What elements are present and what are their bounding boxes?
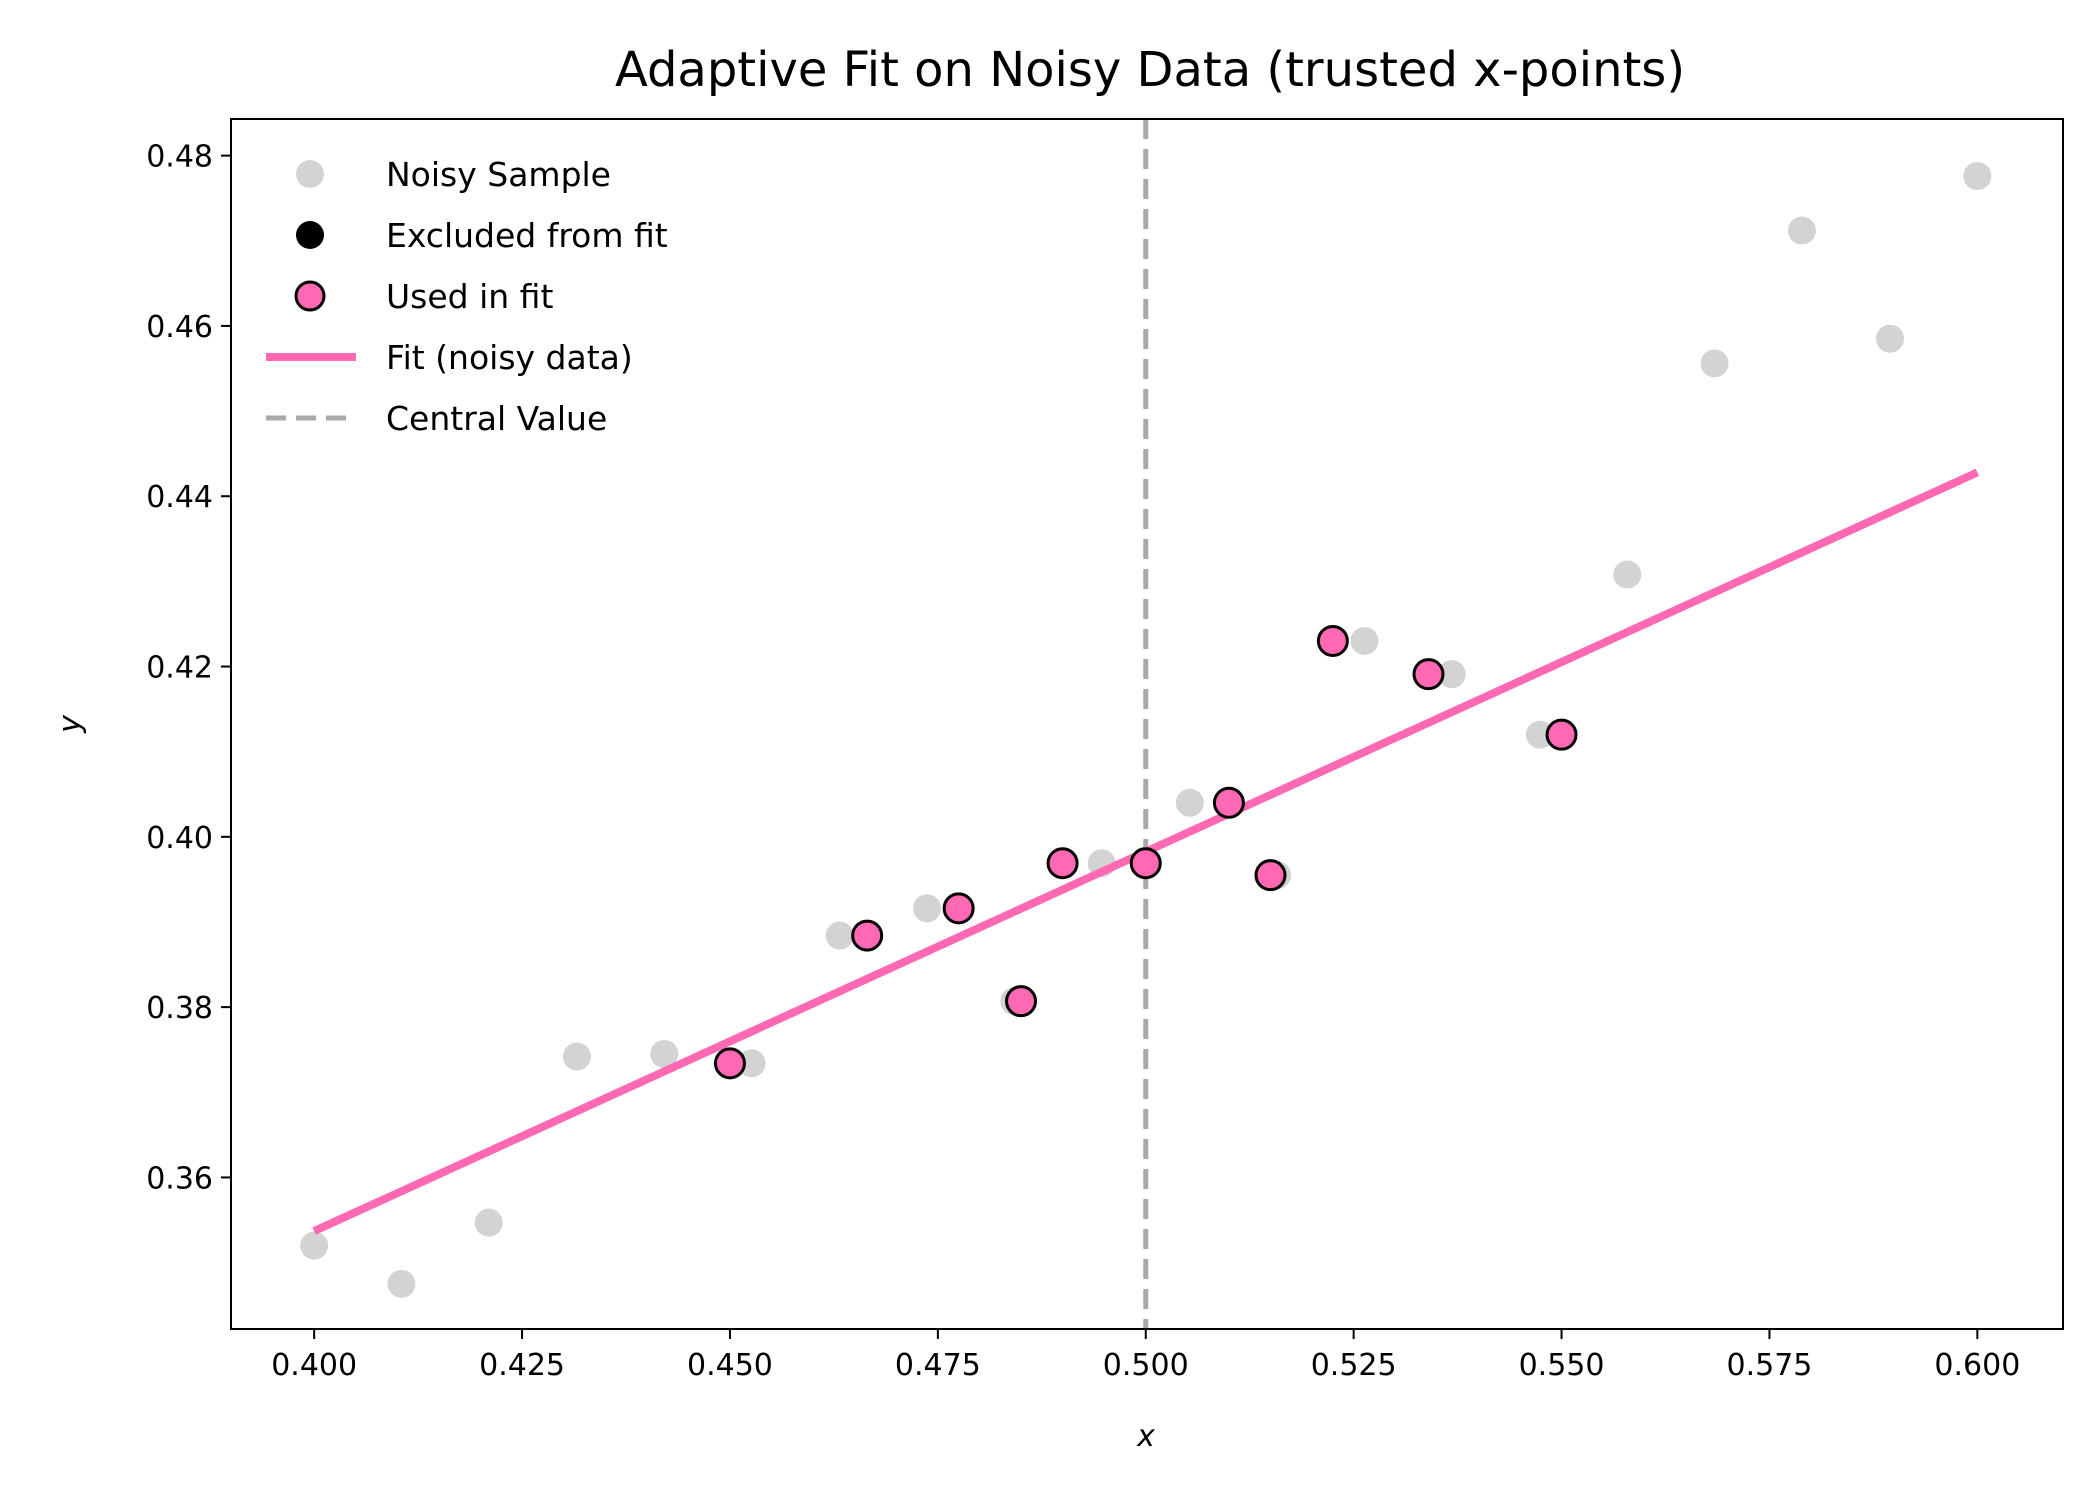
legend-label: Noisy Sample (386, 155, 611, 194)
used-in-fit-point (713, 1047, 746, 1080)
y-tick-label: 0.38 (146, 991, 213, 1026)
y-tick-label: 0.46 (146, 310, 213, 345)
legend: Noisy Sample Excluded from fit Used in fit… (266, 155, 668, 438)
noisy-sample-point (1787, 216, 1816, 245)
noisy-sample-point (387, 1269, 416, 1298)
used-in-fit-point (1412, 658, 1445, 691)
x-axis-label: x (1136, 1419, 1155, 1454)
used-in-fit-point (942, 892, 975, 925)
x-tick-label: 0.550 (1519, 1348, 1605, 1383)
noisy-sample-point (1963, 162, 1992, 191)
x-axis: 0.400 0.425 0.450 0.475 0.500 0.525 0.550 0.575… (271, 1329, 2020, 1383)
y-tick-label: 0.44 (146, 480, 213, 515)
x-tick-label: 0.450 (687, 1348, 773, 1383)
chart-title: Adaptive Fit on Noisy Data (trusted x-po… (615, 42, 1685, 98)
x-tick-label: 0.575 (1727, 1348, 1813, 1383)
x-tick-label: 0.400 (271, 1348, 357, 1383)
y-axis-label: y (53, 714, 88, 734)
used-in-fit-point (851, 919, 884, 952)
x-tick-label: 0.475 (895, 1348, 981, 1383)
plot-area (300, 119, 1992, 1329)
noisy-sample-point (737, 1049, 766, 1078)
legend-label: Excluded from fit (386, 216, 668, 255)
y-tick-label: 0.36 (146, 1161, 213, 1196)
used-in-fit-point (1129, 847, 1162, 880)
y-axis: 0.36 0.38 0.40 0.42 0.44 0.46 0.48 (146, 140, 231, 1196)
used-in-fit-point (1046, 847, 1079, 880)
noisy-sample-point (562, 1042, 591, 1071)
noisy-sample-point (1525, 720, 1554, 749)
legend-marker (296, 160, 324, 188)
y-tick-label: 0.42 (146, 651, 213, 686)
axes-frame (230, 118, 2064, 1330)
x-tick-label: 0.425 (479, 1348, 565, 1383)
noisy-sample-point (650, 1039, 679, 1068)
noisy-sample-point (913, 894, 942, 923)
noisy-sample-point (1437, 660, 1466, 689)
noisy-sample-point (1350, 626, 1379, 655)
x-tick-label: 0.600 (1934, 1348, 2020, 1383)
legend-label: Central Value (386, 399, 607, 438)
noisy-sample-point (474, 1208, 503, 1237)
x-tick-label: 0.500 (1103, 1348, 1189, 1383)
noisy-sample-point (1613, 560, 1642, 589)
legend-marker-used (294, 280, 326, 312)
x-tick-label: 0.525 (1311, 1348, 1397, 1383)
noisy-sample-point (1700, 349, 1729, 378)
used-in-fit-point (1254, 859, 1287, 892)
y-tick-label: 0.40 (146, 821, 213, 856)
used-in-fit-point (1005, 985, 1038, 1018)
legend-marker (296, 221, 324, 249)
used-in-fit-point (1212, 786, 1245, 819)
noisy-sample-point (1175, 788, 1204, 817)
noisy-sample-point (300, 1231, 329, 1260)
y-tick-label: 0.48 (146, 140, 213, 175)
noisy-sample-point (1876, 324, 1905, 353)
noisy-sample-point (825, 921, 854, 950)
legend-label: Used in fit (386, 277, 553, 316)
used-in-fit-point (1316, 624, 1349, 657)
legend-label: Fit (noisy data) (386, 338, 633, 377)
used-in-fit-point (1545, 718, 1578, 751)
